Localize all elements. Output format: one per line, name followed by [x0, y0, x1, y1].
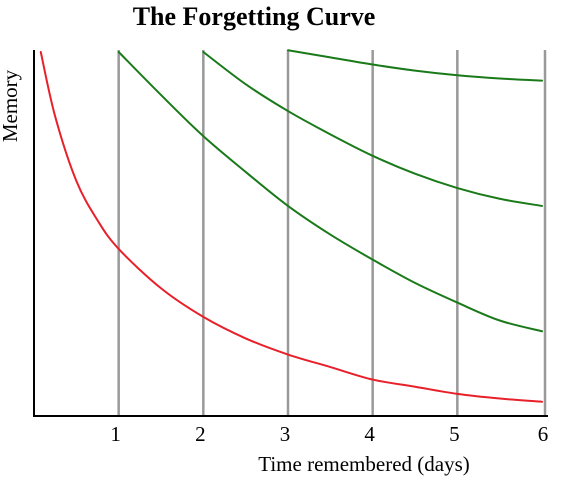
review-curve-2 — [202, 51, 543, 207]
x-tick-label-2: 2 — [195, 422, 206, 446]
x-axis-label: Time remembered (days) — [258, 452, 470, 476]
x-tick-labels: 1 2 3 4 5 6 — [110, 422, 548, 446]
series-group — [39, 49, 543, 403]
axes — [33, 50, 548, 417]
x-tick-label-4: 4 — [364, 422, 375, 446]
x-tick-label-3: 3 — [280, 422, 291, 446]
review-curve-1 — [117, 51, 543, 333]
chart-title: The Forgetting Curve — [133, 2, 376, 31]
x-tick-label-1: 1 — [110, 422, 121, 446]
initial-forgetting-curve — [39, 51, 543, 403]
x-tick-label-6: 6 — [538, 422, 549, 446]
grid-lines — [117, 50, 547, 416]
y-axis-label: Memory — [0, 69, 22, 142]
review-curve-3 — [287, 49, 543, 82]
x-tick-label-5: 5 — [449, 422, 460, 446]
